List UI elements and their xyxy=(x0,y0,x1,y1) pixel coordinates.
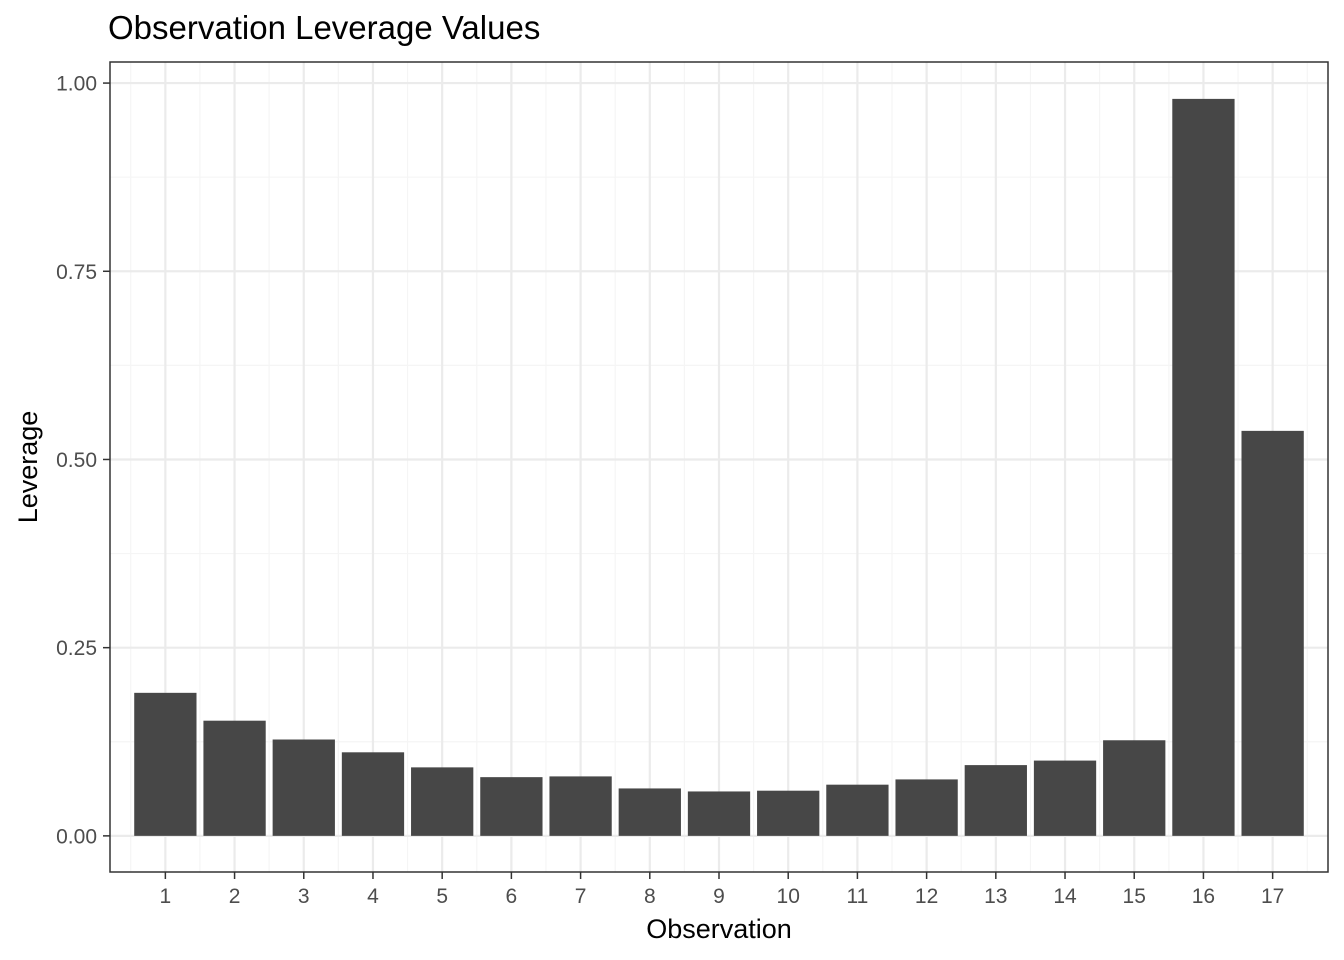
x-tick-label: 13 xyxy=(984,885,1007,908)
bar-observation-17 xyxy=(1241,430,1304,836)
bar-observation-12 xyxy=(895,779,958,836)
bar-observation-8 xyxy=(618,788,681,836)
x-tick-label: 8 xyxy=(644,885,656,908)
chart-title: Observation Leverage Values xyxy=(108,9,540,46)
y-axis-title: Leverage xyxy=(13,411,43,524)
bar-observation-10 xyxy=(757,790,820,836)
x-tick-label: 16 xyxy=(1192,885,1215,908)
bar-observation-9 xyxy=(687,791,751,836)
y-tick-label: 0.25 xyxy=(56,637,97,660)
y-axis: 0.00 0.25 0.50 0.75 1.00 xyxy=(56,73,110,848)
x-tick-label: 2 xyxy=(229,885,241,908)
bar-observation-15 xyxy=(1103,740,1166,836)
x-tick-label: 15 xyxy=(1123,885,1146,908)
bar-observation-4 xyxy=(341,752,405,836)
bar-observation-5 xyxy=(411,767,474,836)
y-tick-label: 0.50 xyxy=(56,449,97,472)
bar-observation-16 xyxy=(1172,98,1235,836)
x-tick-label: 10 xyxy=(777,885,800,908)
x-tick-label: 3 xyxy=(298,885,310,908)
x-tick-label: 6 xyxy=(506,885,518,908)
x-axis-title: Observation xyxy=(646,914,792,944)
x-tick-label: 17 xyxy=(1261,885,1284,908)
y-tick-label: 0.75 xyxy=(56,261,97,284)
x-tick-label: 7 xyxy=(575,885,587,908)
x-tick-label: 12 xyxy=(915,885,938,908)
bar-observation-3 xyxy=(272,739,335,836)
bar-observation-14 xyxy=(1033,760,1097,836)
x-tick-label: 5 xyxy=(436,885,448,908)
bar-observation-6 xyxy=(480,777,543,836)
x-tick-label: 9 xyxy=(713,885,725,908)
bar-observation-7 xyxy=(549,776,612,836)
bar-observation-11 xyxy=(826,784,889,836)
bar-observation-1 xyxy=(134,692,197,836)
x-tick-label: 11 xyxy=(847,885,869,908)
x-axis: 1 2 3 4 5 6 7 8 9 10 11 12 13 14 15 16 17 xyxy=(160,872,1284,908)
bar-observation-2 xyxy=(203,720,266,836)
y-tick-label: 0.00 xyxy=(56,825,97,848)
x-tick-label: 1 xyxy=(160,885,172,908)
y-tick-label: 1.00 xyxy=(56,73,97,96)
bar-observation-13 xyxy=(964,765,1027,836)
x-tick-label: 14 xyxy=(1053,885,1077,908)
bar-series xyxy=(134,98,1304,836)
x-tick-label: 4 xyxy=(367,885,379,908)
